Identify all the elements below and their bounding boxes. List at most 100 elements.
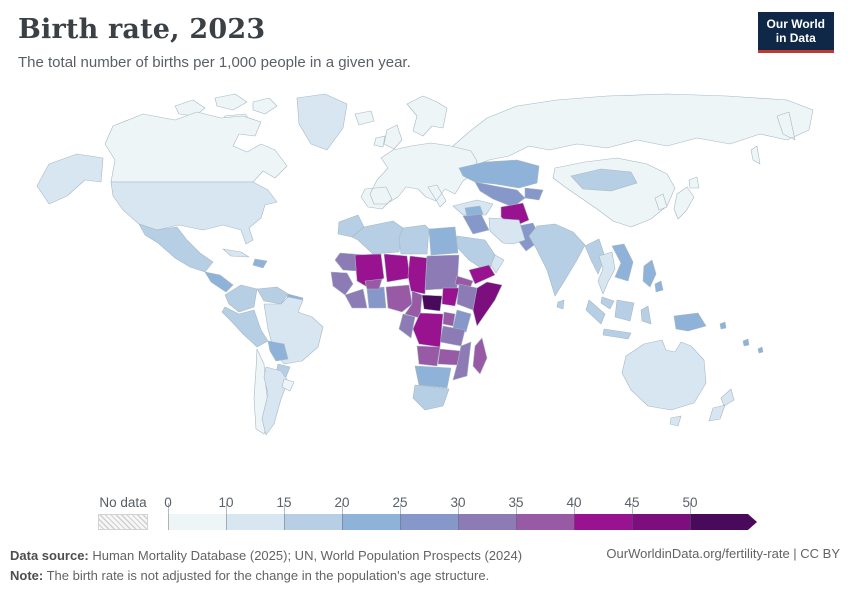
country-iraq[interactable] bbox=[462, 213, 490, 235]
country-greenland[interactable] bbox=[296, 93, 348, 151]
country-mexico[interactable] bbox=[138, 223, 214, 273]
country-saudi-arabia[interactable] bbox=[455, 235, 498, 273]
country-drc[interactable] bbox=[412, 312, 444, 348]
world-map-svg bbox=[36, 93, 814, 436]
country-uruguay[interactable] bbox=[281, 378, 295, 392]
country-bolivia[interactable] bbox=[267, 340, 289, 362]
legend-bin-0[interactable] bbox=[168, 514, 226, 530]
country-ghana-benin[interactable] bbox=[366, 286, 387, 309]
country-canada[interactable] bbox=[104, 111, 288, 183]
country-namibia-botswana[interactable] bbox=[414, 365, 452, 389]
country-sumatra[interactable] bbox=[585, 299, 606, 325]
legend-bin-6[interactable] bbox=[516, 514, 574, 530]
country-tasmania[interactable] bbox=[669, 415, 682, 427]
footer-source-label: Data source: bbox=[10, 548, 89, 563]
country-papua-new-guinea[interactable] bbox=[673, 312, 707, 332]
country-ireland[interactable] bbox=[373, 135, 386, 148]
country-sri-lanka[interactable] bbox=[556, 299, 565, 310]
country-senegal-guinea[interactable] bbox=[330, 271, 354, 296]
country-yemen[interactable] bbox=[468, 264, 496, 285]
legend-bin-7[interactable] bbox=[574, 514, 632, 530]
country-kyrgyzstan-tajikistan[interactable] bbox=[524, 187, 544, 201]
footer-note-line: Note: The birth rate is not adjusted for… bbox=[10, 566, 522, 586]
legend-no-data-label: No data bbox=[99, 495, 147, 510]
country-kenya[interactable] bbox=[452, 309, 472, 333]
legend-no-data-swatch[interactable] bbox=[98, 514, 148, 530]
country-cuba[interactable] bbox=[222, 248, 250, 258]
country-pacific-islands[interactable] bbox=[719, 321, 764, 354]
country-niger[interactable] bbox=[383, 253, 411, 283]
country-ivory-coast[interactable] bbox=[344, 288, 368, 309]
page-title: Birth rate, 2023 bbox=[18, 14, 266, 45]
legend-tick-label: 0 bbox=[164, 495, 172, 510]
country-colombia[interactable] bbox=[224, 284, 258, 313]
country-uk[interactable] bbox=[383, 124, 403, 150]
country-iceland[interactable] bbox=[354, 110, 375, 126]
country-somalia[interactable] bbox=[472, 281, 503, 327]
country-iran[interactable] bbox=[488, 217, 526, 245]
country-nigeria[interactable] bbox=[385, 284, 413, 313]
country-uzbekistan-turkmenistan[interactable] bbox=[474, 181, 526, 208]
legend-bin-2[interactable] bbox=[284, 514, 342, 530]
country-new-zealand[interactable] bbox=[708, 388, 735, 422]
country-borneo[interactable] bbox=[614, 299, 635, 322]
country-madagascar[interactable] bbox=[472, 337, 488, 375]
legend-bin-3[interactable] bbox=[342, 514, 400, 530]
country-myanmar[interactable] bbox=[584, 238, 606, 275]
legend-bin-8[interactable] bbox=[632, 514, 690, 530]
owid-logo[interactable]: Our World in Data bbox=[757, 12, 834, 53]
country-russia[interactable] bbox=[452, 93, 814, 167]
legend-tick-label: 30 bbox=[450, 495, 466, 510]
country-australia[interactable] bbox=[621, 339, 707, 411]
country-libya[interactable] bbox=[398, 224, 430, 255]
legend-color-bar: 0 10 15 20 25 30 35 40 45 50 bbox=[164, 495, 758, 530]
country-scandinavia[interactable] bbox=[406, 95, 448, 137]
country-argentina[interactable] bbox=[261, 366, 289, 436]
country-egypt[interactable] bbox=[428, 226, 459, 256]
legend-bin-4[interactable] bbox=[400, 514, 458, 530]
legend-bin-1[interactable] bbox=[226, 514, 284, 530]
country-central-african-republic[interactable] bbox=[421, 294, 443, 312]
country-venezuela[interactable] bbox=[256, 286, 289, 305]
country-central-america[interactable] bbox=[204, 271, 234, 293]
country-chad[interactable] bbox=[407, 255, 428, 295]
country-hispaniola[interactable] bbox=[252, 258, 268, 269]
country-korea[interactable] bbox=[654, 193, 668, 211]
country-algeria[interactable] bbox=[351, 220, 404, 255]
country-usa[interactable] bbox=[110, 181, 278, 245]
country-java[interactable] bbox=[602, 328, 632, 340]
country-mozambique-zimbabwe[interactable] bbox=[452, 341, 472, 381]
country-congo-gabon[interactable] bbox=[398, 313, 416, 339]
country-thailand[interactable] bbox=[597, 251, 616, 295]
legend-bin-9-arrow[interactable] bbox=[690, 514, 757, 530]
country-oman[interactable] bbox=[490, 254, 505, 274]
legend-tick bbox=[516, 503, 517, 530]
footer-link[interactable]: OurWorldinData.org/fertility-rate | CC B… bbox=[606, 546, 840, 561]
country-mongolia[interactable] bbox=[570, 168, 638, 192]
country-cameroon[interactable] bbox=[404, 290, 423, 319]
country-india[interactable] bbox=[528, 223, 586, 297]
country-alaska[interactable] bbox=[36, 153, 104, 205]
country-peru[interactable] bbox=[221, 306, 269, 348]
country-sudan[interactable] bbox=[424, 254, 460, 291]
legend-tick bbox=[226, 503, 227, 530]
footer-source-line: Data source: Human Mortality Database (2… bbox=[10, 546, 522, 566]
country-philippines[interactable] bbox=[642, 259, 664, 293]
country-uganda[interactable] bbox=[442, 311, 456, 327]
country-japan[interactable] bbox=[673, 176, 700, 220]
footer: Data source: Human Mortality Database (2… bbox=[10, 546, 522, 586]
country-malaysia[interactable] bbox=[600, 296, 615, 310]
country-europe[interactable] bbox=[360, 142, 478, 210]
country-kazakhstan[interactable] bbox=[458, 159, 540, 189]
owid-logo-line2: in Data bbox=[775, 31, 816, 45]
country-china[interactable] bbox=[552, 157, 676, 228]
country-sulawesi[interactable] bbox=[640, 305, 652, 325]
country-levant[interactable] bbox=[464, 205, 484, 217]
legend-bin-5[interactable] bbox=[458, 514, 516, 530]
country-burkina-faso[interactable] bbox=[364, 278, 383, 290]
legend-tick-label: 50 bbox=[682, 495, 698, 510]
country-angola[interactable] bbox=[416, 345, 441, 367]
country-south-africa[interactable] bbox=[412, 384, 450, 411]
country-south-sudan[interactable] bbox=[441, 287, 460, 307]
country-indochina[interactable] bbox=[611, 243, 634, 282]
